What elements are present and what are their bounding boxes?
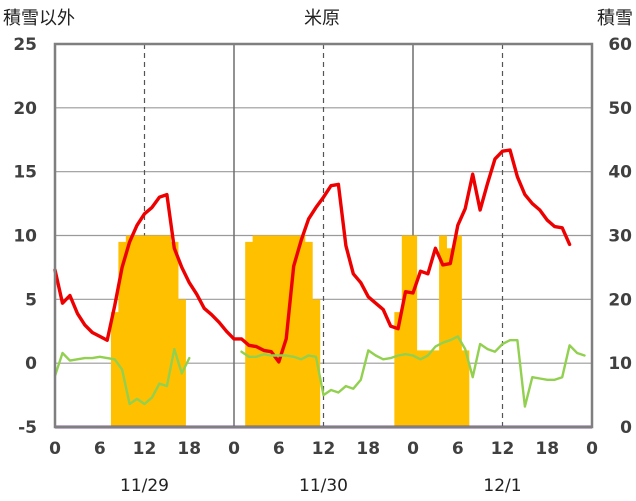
- x-tick-label: 6: [94, 439, 106, 459]
- snow-bar: [133, 235, 142, 427]
- x-tick-label: 0: [586, 439, 598, 459]
- x-tick-label: 18: [535, 439, 559, 459]
- x-tick-label: 12: [133, 439, 157, 459]
- date-label: 12/1: [483, 476, 521, 496]
- left-tick-label: -5: [18, 418, 37, 438]
- green-series-line: [53, 347, 191, 406]
- snow-bar: [110, 312, 119, 427]
- snow-bar: [401, 235, 410, 427]
- x-tick-label: 0: [49, 439, 61, 459]
- snow-bar: [424, 350, 433, 427]
- right-tick-label: 20: [608, 290, 632, 310]
- series-lines: [53, 148, 586, 408]
- snow-bar: [439, 235, 447, 427]
- frame-border: [53, 42, 594, 429]
- snow-bar: [297, 235, 306, 427]
- snow-bar: [394, 312, 403, 427]
- snow-bar: [163, 235, 172, 427]
- snow-bar: [275, 235, 283, 427]
- snow-bar: [252, 235, 261, 427]
- snow-bar: [289, 235, 298, 427]
- snow-bar: [148, 235, 157, 427]
- snow-bar: [140, 235, 149, 427]
- x-tick-label: 12: [312, 439, 336, 459]
- x-tick-label: 6: [273, 439, 285, 459]
- right-tick-label: 50: [608, 99, 632, 119]
- plot-frame: [53, 42, 594, 429]
- x-tick-label: 0: [228, 439, 240, 459]
- right-tick-label: 30: [608, 227, 632, 247]
- x-tick-label: 18: [356, 439, 380, 459]
- left-tick-label: 20: [13, 99, 37, 119]
- left-tick-label: 25: [13, 35, 37, 55]
- date-label: 11/29: [120, 476, 169, 496]
- right-tick-label: 40: [608, 163, 632, 183]
- snow-bar: [416, 350, 425, 427]
- snow-bar: [431, 350, 440, 427]
- x-tick-label: 6: [452, 439, 464, 459]
- green-series-line: [240, 335, 586, 408]
- left-tick-label: 0: [25, 354, 37, 374]
- right-axis-label: 積雪: [597, 8, 633, 29]
- snow-bar: [170, 241, 179, 427]
- left-axis-label: 積雪以外: [3, 8, 75, 29]
- right-tick-label: 60: [608, 35, 632, 55]
- snow-bar: [409, 235, 418, 427]
- snow-bar: [267, 235, 276, 427]
- left-tick-label: 15: [13, 163, 37, 183]
- chart-title: 米原: [304, 8, 340, 29]
- left-tick-label: 10: [13, 227, 37, 247]
- x-tick-label: 18: [177, 439, 201, 459]
- left-tick-label: 5: [25, 290, 37, 310]
- snow-bar: [304, 241, 313, 427]
- snow-bar: [461, 350, 470, 427]
- snow-bar: [260, 235, 268, 427]
- snow-bar: [118, 241, 127, 427]
- right-tick-label: 0: [620, 418, 632, 438]
- x-tick-label: 0: [407, 439, 419, 459]
- snow-bar: [178, 299, 186, 427]
- snow-bar: [125, 235, 134, 427]
- snow-bar: [155, 235, 164, 427]
- temperature-line: [53, 148, 572, 364]
- snow-bars: [110, 235, 470, 427]
- date-label: 11/30: [299, 476, 348, 496]
- snow-bar: [454, 235, 462, 427]
- x-tick-label: 12: [491, 439, 515, 459]
- snow-bar: [245, 241, 254, 427]
- snow-bar: [446, 248, 455, 427]
- right-tick-label: 10: [608, 354, 632, 374]
